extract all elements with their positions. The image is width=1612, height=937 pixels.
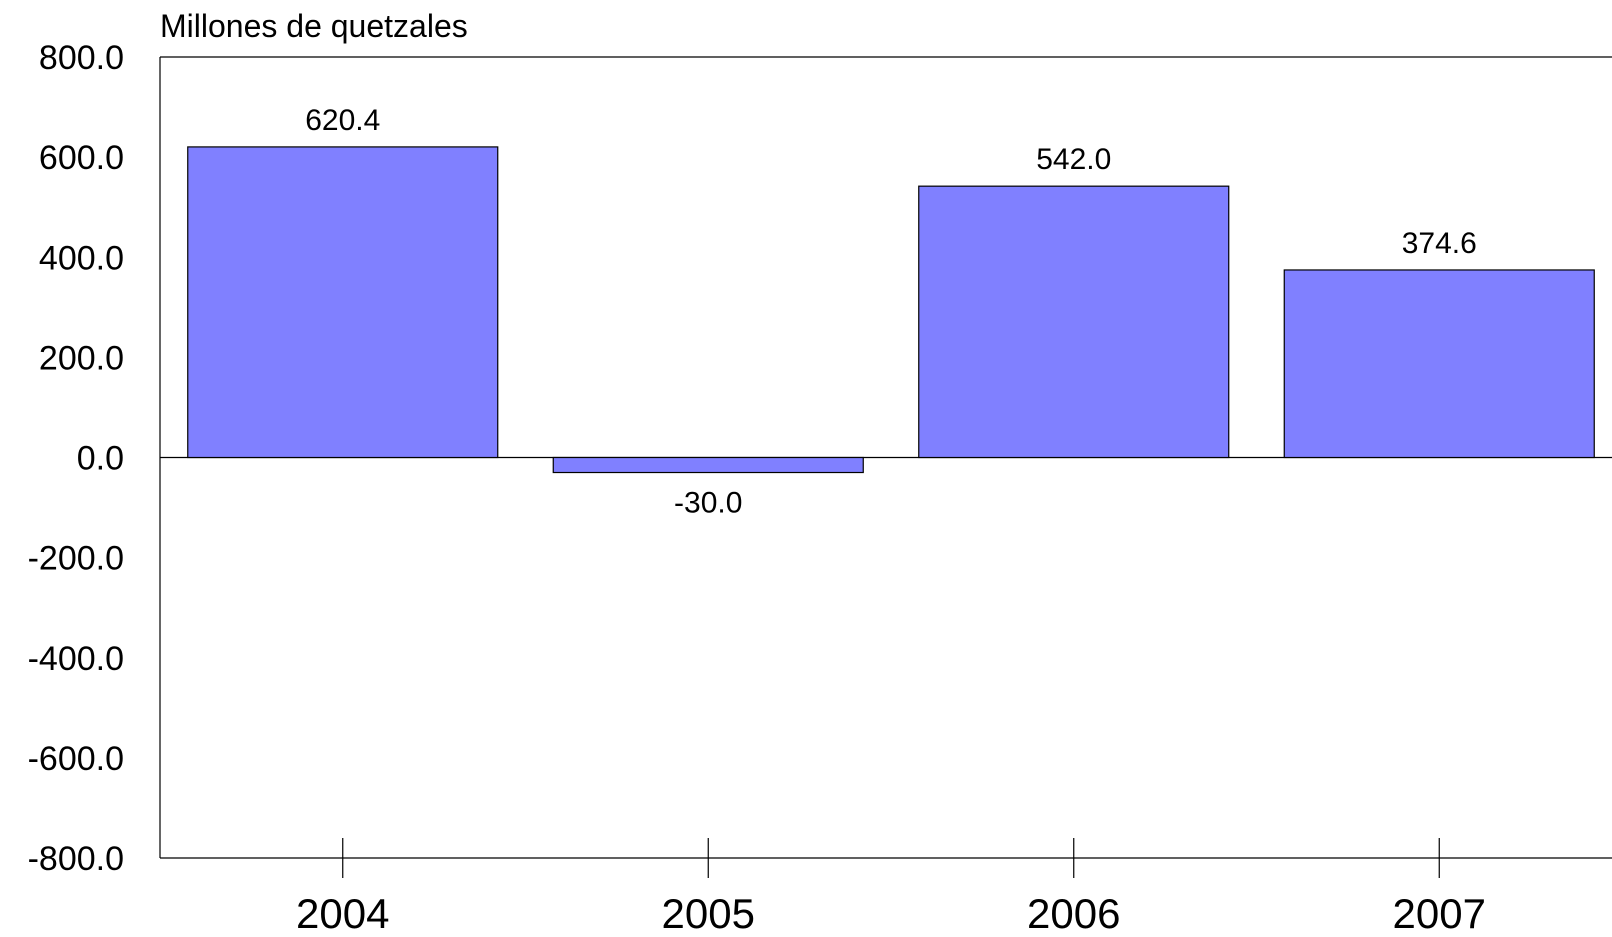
bar-value-label: 620.4 xyxy=(305,104,380,137)
y-tick-label: -800.0 xyxy=(28,840,124,878)
bar-value-label: 542.0 xyxy=(1036,143,1111,176)
bars-group xyxy=(187,146,1595,474)
y-axis-unit-label: Millones de quetzales xyxy=(160,8,468,44)
x-tick-label: 2004 xyxy=(296,890,389,937)
y-tick-label: 200.0 xyxy=(39,339,124,377)
bar xyxy=(1283,269,1595,459)
bar xyxy=(918,185,1230,459)
x-tick-label: 2007 xyxy=(1393,890,1486,937)
y-tick-label: -400.0 xyxy=(28,640,124,678)
labels-group: 2004 2005 2006 2007 620.4 -30.0 542.0 374.6 xyxy=(296,104,1486,937)
y-tick-label: 0.0 xyxy=(77,440,124,478)
y-tick-label: 800.0 xyxy=(39,39,124,77)
bar xyxy=(552,456,864,474)
x-tick-label: 2006 xyxy=(1027,890,1120,937)
bar xyxy=(187,146,499,459)
y-tick-label: -600.0 xyxy=(28,740,124,778)
bar-value-label: -30.0 xyxy=(674,487,742,520)
y-tick-label: -200.0 xyxy=(28,540,124,578)
y-tick-label: 400.0 xyxy=(39,239,124,277)
y-tick-label: 600.0 xyxy=(39,139,124,177)
bar-value-label: 374.6 xyxy=(1402,227,1477,260)
x-tick-label: 2005 xyxy=(662,890,755,937)
